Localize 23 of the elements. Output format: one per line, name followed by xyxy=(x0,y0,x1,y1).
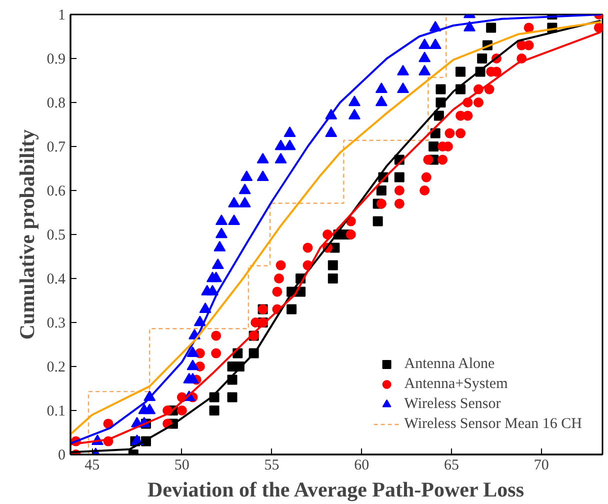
y-tick-label: 0.4 xyxy=(46,272,66,288)
x-tick-label: 55 xyxy=(264,458,280,474)
y-tick-label: 1 xyxy=(58,8,66,24)
legend-label: Antenna+System xyxy=(404,376,508,392)
y-tick-label: 0.8 xyxy=(46,96,66,112)
x-tick-label: 65 xyxy=(444,458,460,474)
x-tick-label: 60 xyxy=(354,458,370,474)
y-tick-label: 0.1 xyxy=(46,404,66,420)
y-tick-label: 0.7 xyxy=(46,140,66,156)
y-tick-label: 0.2 xyxy=(46,360,66,376)
y-tick-label: 0 xyxy=(58,448,66,464)
y-tick-label: 0.3 xyxy=(46,316,66,332)
legend-label: Antenna Alone xyxy=(404,356,495,372)
x-tick-label: 45 xyxy=(84,458,100,474)
y-tick-label: 0.5 xyxy=(46,228,66,244)
x-tick-label: 50 xyxy=(174,458,190,474)
legend-label: Wireless Sensor Mean 16 CH xyxy=(404,416,582,432)
x-tick-label: 70 xyxy=(534,458,549,474)
x-axis-title: Deviation of the Average Path-Power Loss xyxy=(147,478,524,502)
y-axis-title: Cumulative probability xyxy=(14,128,39,340)
y-tick-label: 0.6 xyxy=(46,184,66,200)
y-tick-label: 0.9 xyxy=(46,52,66,68)
legend-label: Wireless Sensor xyxy=(404,396,501,412)
